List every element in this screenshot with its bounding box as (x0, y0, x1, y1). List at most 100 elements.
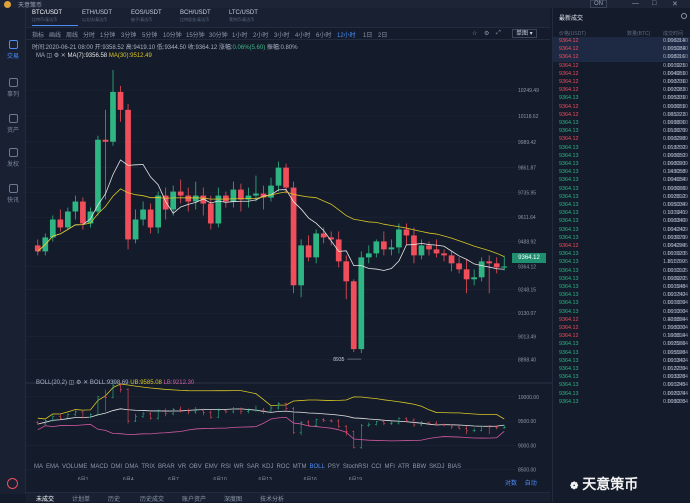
candles (34, 69, 508, 354)
boll-mid-line (37, 408, 505, 427)
tab-tech-analysis[interactable]: 技术分析 (260, 497, 285, 503)
indicator-volume[interactable]: VOLUME (62, 464, 88, 470)
toolbar-1d[interactable]: 1日 (363, 33, 373, 39)
trade-row: 9364.13 0.001342 16:53:04 (559, 357, 688, 364)
toolbar-10m[interactable]: 10分钟 (163, 33, 182, 39)
indicator-stochrsi[interactable]: StochRSI (342, 464, 369, 470)
indicator-brar[interactable]: BRAR (158, 464, 175, 470)
gear-icon[interactable] (681, 13, 687, 19)
indicator-psy[interactable]: PSY (327, 464, 340, 470)
tab-account-assets[interactable]: 账户资产 (182, 497, 207, 503)
tab-eth[interactable]: ETH/USDT 以太坊/泰达币 (82, 10, 128, 26)
toolbar-15m[interactable]: 15分钟 (186, 33, 205, 39)
tab-eos[interactable]: EOS/USDT 柚子/泰达币 (131, 10, 177, 26)
recent-trades-panel: 最新成交 价格(USDT) 数量(BTC) 成交时间 9364.12 0.0061… (552, 8, 690, 502)
toolbar-indicators[interactable]: 指标 (32, 33, 45, 39)
indicator-ma[interactable]: MA (34, 464, 43, 470)
boll-axis: 10000.00 9500.00 9000.00 8500.00 (518, 395, 539, 474)
indicator-emv[interactable]: EMV (204, 464, 218, 470)
indicator-boll[interactable]: BOLL (309, 464, 325, 470)
indicator-skdj[interactable]: SKDJ (429, 464, 445, 470)
candle (418, 245, 425, 256)
chart-layout-dropdown[interactable]: 单图 ▾ (512, 29, 537, 38)
tab-depth[interactable]: 深度图 (224, 497, 243, 503)
toolbar-1m[interactable]: 1分钟 (100, 33, 116, 39)
indicator-wr[interactable]: WR (233, 464, 244, 470)
tab-plan-orders[interactable]: 计划单 (72, 497, 91, 503)
sidebar-item-list[interactable]: 事列 (0, 78, 26, 98)
toolbar-3m[interactable]: 3分钟 (121, 33, 137, 39)
candle (177, 191, 184, 196)
tab-trade-history[interactable]: 历史成交 (140, 497, 165, 503)
candle (49, 219, 56, 238)
toolbar-12h[interactable]: 12小时 (337, 33, 356, 39)
indicator-bias[interactable]: BIAS (447, 464, 462, 470)
indicator-trix[interactable]: TRIX (141, 464, 156, 470)
trade-time: 16:53:10 (667, 103, 688, 110)
close-icon[interactable]: ✕ (83, 380, 89, 386)
settings-icon[interactable]: ⚙ (76, 380, 82, 386)
fullscreen-icon[interactable]: ⤢ (496, 30, 501, 36)
toolbar-30m[interactable]: 30分钟 (209, 33, 228, 39)
indicator-kdj[interactable]: KDJ (262, 464, 274, 470)
indicator-mfi[interactable]: MFI (384, 464, 395, 470)
tab-btc[interactable]: BTC/USDT 比特币/泰达币 (32, 10, 78, 26)
toolbar-2d[interactable]: 2日 (378, 33, 388, 39)
trade-row: 9364.12 0.426894 16:53:04 (559, 316, 688, 323)
trade-price: 9364.12 (559, 62, 579, 69)
indicator-rsi[interactable]: RSI (220, 464, 231, 470)
trade-price: 9364.13 (559, 185, 579, 192)
tab-ltc[interactable]: LTC/USDT 莱特币/泰达币 (229, 10, 275, 26)
trade-time: 16:53:09 (667, 144, 688, 151)
indicator-vr[interactable]: VR (177, 464, 187, 470)
indicator-dmi[interactable]: DMI (111, 464, 123, 470)
indicator-obv[interactable]: OBV (189, 464, 202, 470)
date-axis: 6月1 6月4 6月7 6月10 6月13 6月16 6月19 (78, 477, 362, 480)
trade-price: 9364.13 (559, 152, 579, 159)
indicator-dma[interactable]: DMA (125, 464, 139, 470)
price-tick: 9989.42 (518, 140, 536, 146)
indicator-sar[interactable]: SAR (246, 464, 260, 470)
sidebar-item-trade[interactable]: 交易 (0, 40, 26, 60)
indicator-atr[interactable]: ATR (397, 464, 410, 470)
trade-price: 9364.13 (559, 193, 579, 200)
auto-scale-toggle[interactable]: 自动 (524, 481, 537, 487)
close-icon[interactable]: ✕ (60, 53, 66, 59)
candle (433, 249, 440, 254)
toolbar-timeline[interactable]: 分时 (83, 33, 96, 39)
indicator-macd[interactable]: MACD (90, 464, 109, 470)
toolbar-6h[interactable]: 6小时 (316, 33, 332, 39)
indicator-roc[interactable]: ROC (276, 464, 290, 470)
sidebar-item-rights[interactable]: 发权 (0, 148, 26, 168)
toolbar-2h[interactable]: 2小时 (253, 33, 269, 39)
indicator-bbw[interactable]: BBW (412, 464, 427, 470)
sidebar-item-news[interactable]: 快讯 (0, 184, 26, 204)
eye-icon[interactable]: ◫ (46, 53, 53, 59)
sidebar-item-assets[interactable]: 资产 (0, 114, 26, 134)
trade-time: 16:53:04 (667, 374, 688, 381)
toolbar-3h[interactable]: 3小时 (274, 33, 290, 39)
tab-history[interactable]: 历史 (108, 497, 121, 503)
indicator-ema[interactable]: EMA (46, 464, 60, 470)
chart-canvas[interactable]: 10249.49 10118.62 9989.42 9861.87 9735.95 961… (26, 40, 552, 480)
tab-open-orders[interactable]: 未成交 (36, 497, 55, 503)
indicator-cci[interactable]: CCI (371, 464, 382, 470)
indicator-mtm[interactable]: MTM (292, 464, 307, 470)
toolbar-draw[interactable]: 画线 (49, 33, 62, 39)
close-icon[interactable]: ✕ (672, 1, 678, 8)
toolbar-1h[interactable]: 1小时 (232, 33, 248, 39)
sidebar-item-label: 资产 (6, 128, 19, 134)
tab-bch[interactable]: BCH/USDT 比特现金/泰达币 (180, 10, 226, 26)
toolbar-weekly[interactable]: 周线 (66, 33, 79, 39)
toolbar-5m[interactable]: 5分钟 (142, 33, 158, 39)
power-icon[interactable] (7, 478, 18, 489)
maximize-icon[interactable]: □ (652, 0, 657, 7)
minimize-icon[interactable]: — (632, 0, 639, 7)
star-icon[interactable]: ☆ (472, 31, 478, 37)
language-selector[interactable]: ON (590, 0, 607, 8)
settings-icon[interactable]: ⚙ (53, 53, 60, 59)
toolbar-4h[interactable]: 4小时 (295, 33, 311, 39)
eye-icon[interactable]: ◫ (68, 380, 75, 386)
gear-icon[interactable]: ⚙ (484, 31, 490, 37)
log-scale-toggle[interactable]: 对数 (505, 481, 518, 487)
